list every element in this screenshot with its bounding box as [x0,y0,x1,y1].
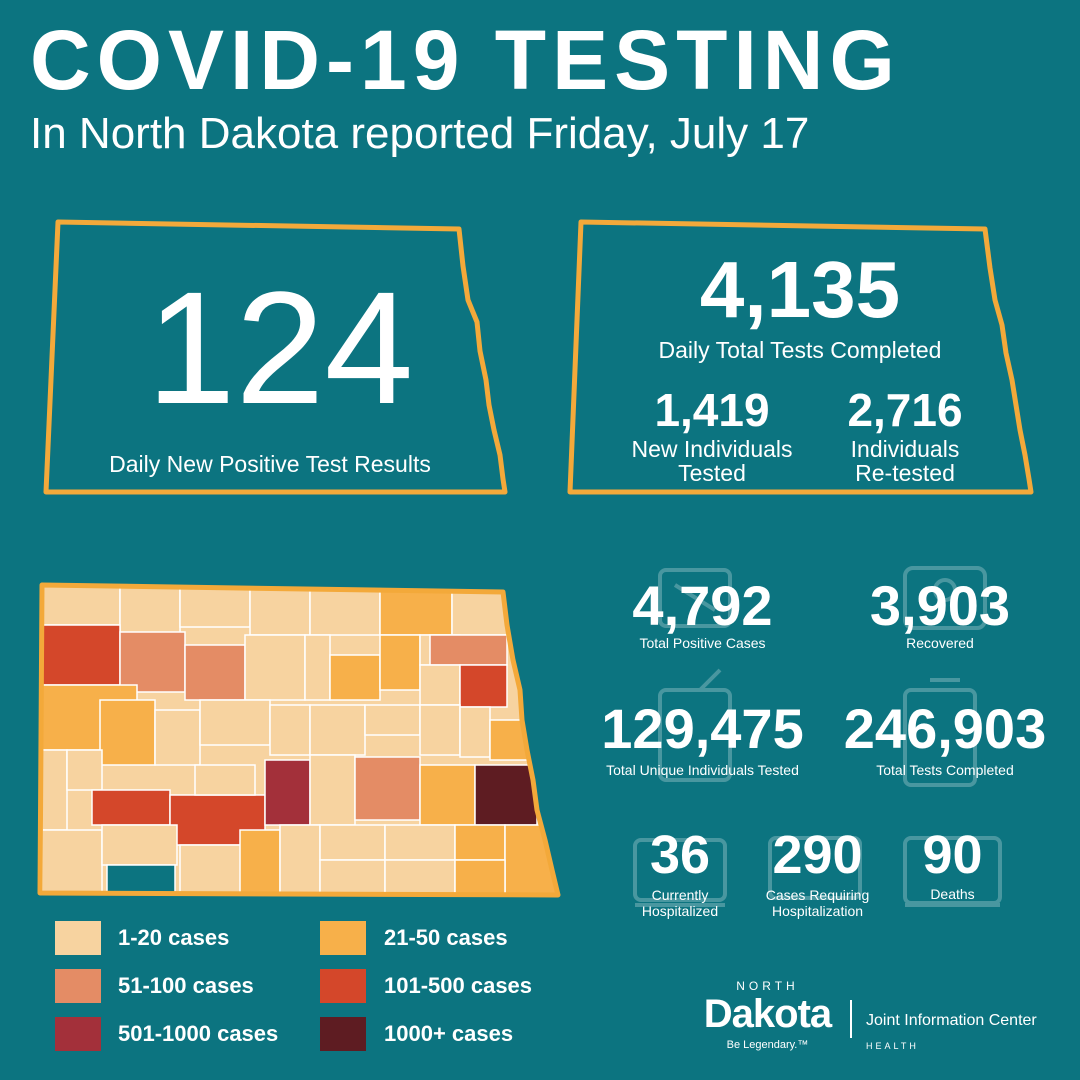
county-no-data [106,864,176,895]
county-stark [91,789,171,826]
legend-label-4: 101-500 cases [384,973,533,998]
county-walsh-east [429,634,508,666]
daily-tests-label: Daily Total Tests Completed [658,337,942,363]
county-oliver [194,764,256,796]
hospital-bed-icon [633,838,727,907]
logo-dakota: Dakota [703,992,832,1036]
patient-icon [903,566,987,630]
hospitalized-label-line1: Currently [651,887,709,903]
hospitalized-label: Currently Hospitalized [620,887,740,919]
legend-label-2: 21-50 cases [384,925,508,950]
new-individuals-label: New Individuals Tested [612,437,812,485]
retested-label: Individuals Re-tested [805,437,1005,485]
county-mountrail [119,631,186,693]
daily-positive-label: Daily New Positive Test Results [109,451,431,477]
bed-icon [903,836,1002,907]
swab-icon [658,668,732,782]
clipboard-icon [903,678,977,787]
logo-tagline: Be Legendary.™ [726,1039,809,1051]
total-positive-value: 4,792 [632,574,773,637]
legend-swatch-1 [55,921,101,955]
county-sheridan [269,704,311,756]
legend-swatch-5 [55,1017,101,1051]
county-mclean [199,699,271,746]
logo-divider [850,1000,852,1038]
stretcher-icon [768,836,862,900]
hospitalized-label-line2: Hospitalized [641,903,719,919]
org-name: Joint Information Center [866,1012,1037,1029]
retested-value: 2,716 [847,384,963,436]
test-tube-icon [658,568,732,628]
county-benson [329,654,381,701]
hospitalized-value: 36 [649,825,711,885]
county-mercer [154,709,201,766]
cases-hosp-value: 290 [772,825,863,885]
legend-label-5: 501-1000 cases [118,1021,279,1046]
county-lamoure [384,824,456,861]
county-sargent-east [454,859,506,895]
recovered-label: Recovered [906,635,974,651]
county-bowman [41,829,103,895]
county-adams [101,824,178,866]
logo-north: NORTH [736,979,799,993]
legend-label-1: 1-20 cases [118,925,230,950]
legend-swatch-2 [320,921,366,955]
county-divide [41,585,121,626]
cases-hosp-label-line2: Hospitalization [771,903,864,919]
org-dept: HEALTH [866,1041,919,1051]
recovered-value: 3,903 [869,574,1011,637]
county-cass [474,764,538,826]
deaths-value: 90 [922,825,983,885]
state-outline-right [567,219,1034,495]
legend-label-6: 1000+ cases [384,1021,514,1046]
tests-completed-label: Total Tests Completed [876,762,1014,778]
new-individuals-label-line1: New Individuals [631,436,793,462]
retested-label-line2: Re-tested [855,460,955,486]
county-rolette [309,585,381,636]
tests-completed-value: 246,903 [843,697,1047,760]
county-renville [179,585,251,628]
map-state-outline [37,582,561,898]
county-stutsman [354,756,421,821]
county-grand-forks [459,664,508,708]
legend-swatch-3 [55,969,101,1003]
deaths-label: Deaths [930,886,975,902]
cases-hosp-label: Cases Requiring Hospitalization [745,887,890,919]
county-bottineau [249,585,311,636]
cases-hosp-label-line1: Cases Requiring [765,887,870,903]
unique-tested-label: Total Unique Individuals Tested [606,762,799,778]
state-outline-left [43,219,508,495]
county-williams [41,624,121,686]
county-dickey [319,859,386,895]
page-subtitle: In North Dakota reported Friday, July 17 [30,109,810,158]
legend-swatch-6 [320,1017,366,1051]
new-individuals-label-line2: Tested [678,460,746,486]
daily-positive-value: 124 [146,258,414,437]
legend-label-3: 51-100 cases [118,973,254,998]
new-individuals-value: 1,419 [654,384,770,436]
total-positive-label: Total Positive Cases [639,635,766,651]
retested-label-line1: Individuals [850,436,960,462]
county-traill [459,706,491,758]
daily-tests-value: 4,135 [699,245,901,334]
county-pierce [304,634,331,701]
county-wells [309,704,366,756]
county-sargent [384,859,456,895]
county-billings [66,749,103,791]
county-ransom [454,824,506,861]
unique-tested-value: 129,475 [601,697,804,760]
legend-swatch-4 [320,969,366,1003]
county-mchenry [244,634,306,701]
county-emmons [239,829,281,895]
county-dunn [99,699,156,766]
county-ramsey [379,634,421,691]
page-title: COVID-19 TESTING [30,13,901,107]
